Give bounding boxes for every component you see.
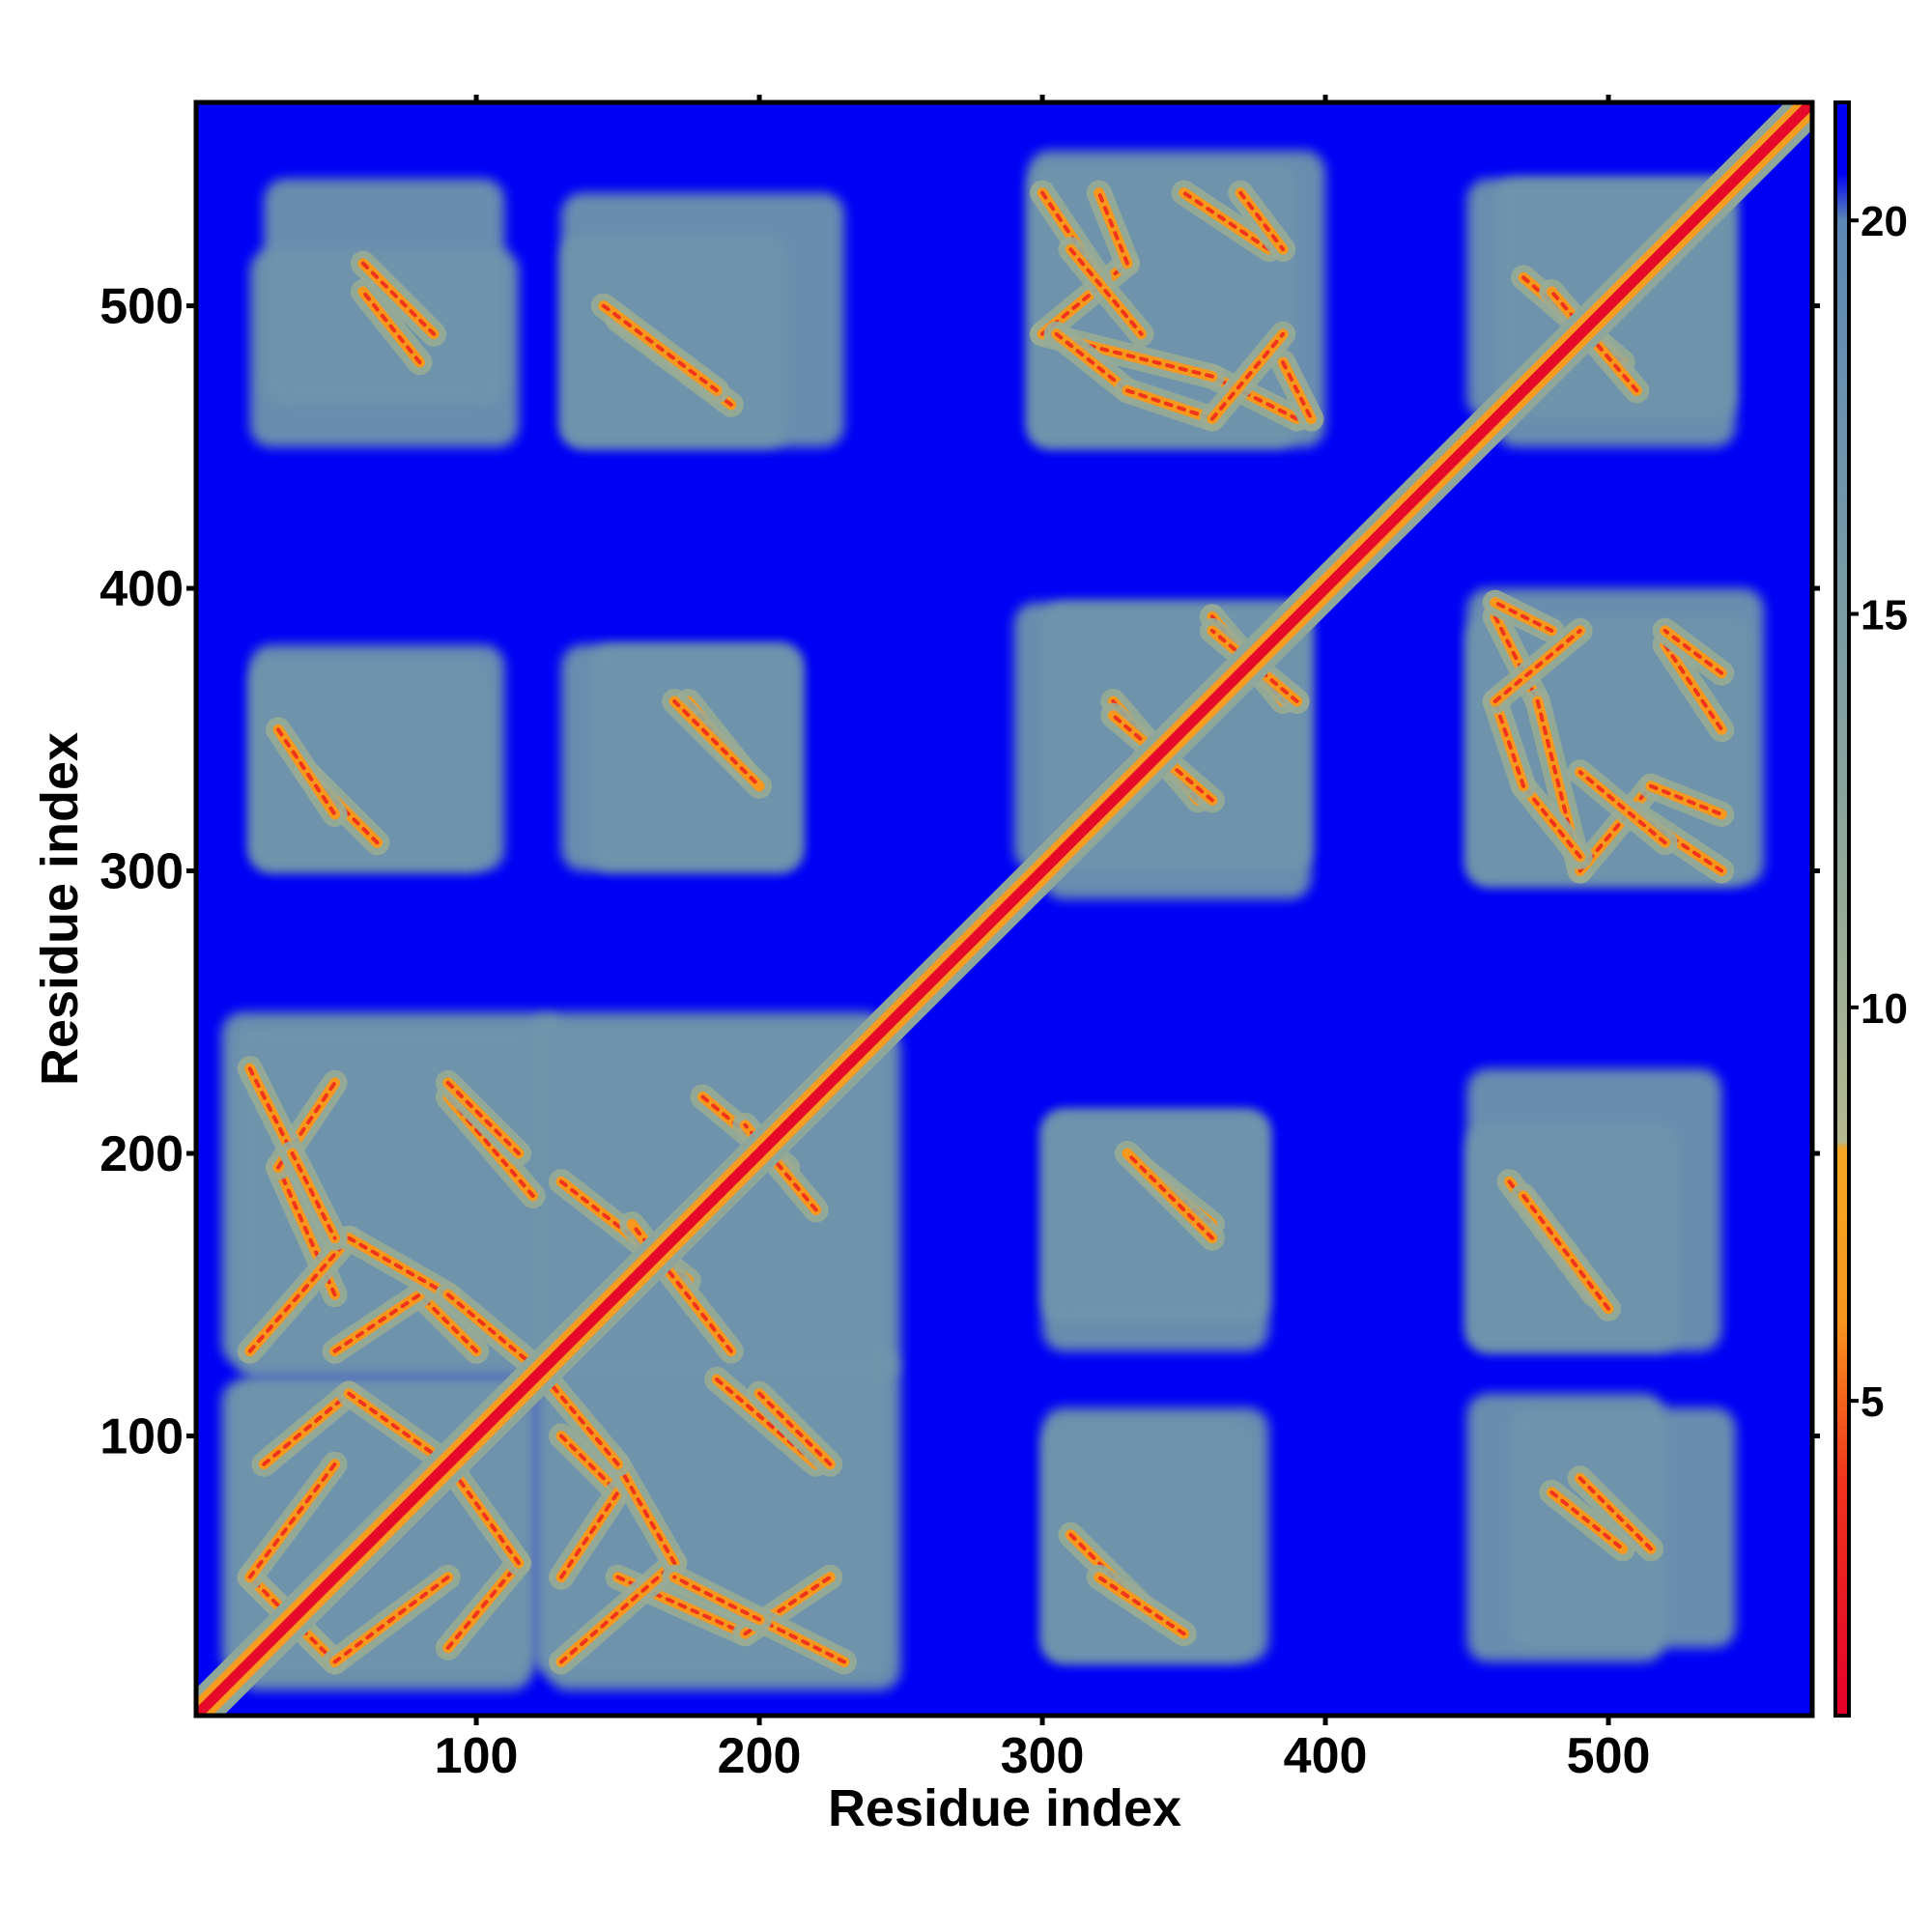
contact-band-core bbox=[445, 1293, 535, 1368]
x-tick-label: 100 bbox=[435, 1728, 519, 1784]
contact-band-core bbox=[1040, 331, 1214, 379]
colorbar-tick-label: 5 bbox=[1861, 1378, 1884, 1426]
x-tick-label: 300 bbox=[1001, 1728, 1085, 1784]
contact-band-core bbox=[360, 290, 422, 365]
y-tick-label: 200 bbox=[99, 1126, 184, 1182]
contact-band-core bbox=[332, 1575, 450, 1664]
contact-band-core bbox=[276, 1165, 337, 1297]
contact-band-core bbox=[1054, 331, 1129, 393]
contact-band-core bbox=[1125, 388, 1214, 421]
contact-band-core bbox=[1549, 290, 1639, 393]
y-tick-label: 400 bbox=[99, 561, 184, 617]
contact-band-core bbox=[1577, 1476, 1653, 1551]
colorbar-tick-label: 10 bbox=[1861, 985, 1908, 1033]
colorbar-frame bbox=[1833, 100, 1851, 1718]
contact-band-core bbox=[247, 1236, 352, 1353]
x-axis-ticks: 100 200 300 400 500 bbox=[435, 95, 1651, 1784]
contact-band-core bbox=[1281, 360, 1314, 421]
contact-band-core bbox=[262, 1391, 352, 1466]
contact-band-core bbox=[1492, 600, 1554, 633]
contact-band-core bbox=[1662, 642, 1724, 732]
contact-band-core bbox=[445, 1561, 521, 1650]
contact-band-core bbox=[1096, 190, 1129, 266]
contact-band-core bbox=[672, 1575, 762, 1622]
heatmap-area bbox=[193, 99, 1815, 1719]
contact-band-core bbox=[559, 1434, 620, 1494]
contact-band-core bbox=[1238, 190, 1286, 252]
colorbar-tick-label: 20 bbox=[1861, 198, 1908, 245]
contact-band-core bbox=[1492, 614, 1540, 703]
contact-band-core bbox=[1492, 699, 1526, 788]
diagonal-contacts bbox=[196, 102, 1812, 1716]
plot-frame bbox=[193, 99, 1815, 1719]
contact-band-core bbox=[445, 1462, 521, 1566]
colorbar-ticks: 5 10 15 20 bbox=[1849, 198, 1908, 1426]
y-axis-ticks: 100 200 300 400 500 bbox=[99, 279, 1820, 1464]
contact-band-core bbox=[743, 1122, 818, 1212]
contact-band-core bbox=[1521, 783, 1582, 859]
contact-band-core bbox=[1535, 699, 1582, 873]
x-tick-label: 500 bbox=[1567, 1728, 1651, 1784]
x-tick-label: 400 bbox=[1284, 1728, 1368, 1784]
contact-block bbox=[1042, 1407, 1269, 1662]
contact-band-core bbox=[545, 1378, 620, 1466]
x-axis-title: Residue index bbox=[828, 1779, 1181, 1837]
x-tick-label: 200 bbox=[718, 1728, 802, 1784]
contact-band-core bbox=[360, 261, 437, 336]
contact-band-core bbox=[559, 1490, 620, 1579]
contact-band-core bbox=[1111, 713, 1214, 803]
contact-block bbox=[561, 192, 844, 447]
y-tick-label: 100 bbox=[99, 1408, 184, 1464]
contact-band-core bbox=[1125, 1151, 1214, 1240]
contact-band-core bbox=[1649, 783, 1724, 816]
contact-band-core bbox=[615, 1462, 677, 1566]
contact-band-core bbox=[1209, 374, 1299, 421]
contact-band-core bbox=[1096, 1575, 1186, 1636]
contact-band-core bbox=[445, 1080, 521, 1155]
contact-block bbox=[249, 644, 505, 871]
contact-band-core bbox=[290, 1151, 337, 1240]
contact-band-core bbox=[559, 1561, 677, 1664]
colorbar: 5 10 15 20 bbox=[1833, 100, 1908, 1718]
contact-band-core bbox=[1662, 628, 1724, 675]
contact-band-core bbox=[757, 1617, 846, 1664]
contact-band-core bbox=[247, 1066, 295, 1155]
contact-band-core bbox=[332, 1293, 422, 1353]
contact-band-core bbox=[1068, 247, 1144, 336]
colorbar-tick-label: 15 bbox=[1861, 592, 1908, 639]
contact-block bbox=[589, 644, 802, 871]
contact-band-core bbox=[1209, 331, 1286, 421]
contact-band-core bbox=[1549, 1490, 1625, 1551]
contact-band-core bbox=[417, 1293, 479, 1353]
contact-band-core bbox=[1577, 770, 1667, 845]
contact-band-core bbox=[757, 1391, 833, 1466]
y-axis-title: Residue index bbox=[31, 732, 89, 1086]
colorbar-gradient bbox=[1835, 102, 1849, 1716]
y-tick-label: 500 bbox=[99, 279, 184, 335]
y-tick-label: 300 bbox=[99, 844, 184, 900]
contact-block bbox=[1042, 1111, 1269, 1323]
contact-band-core bbox=[1181, 190, 1271, 252]
contact-band-core bbox=[347, 1236, 450, 1297]
contact-band-core bbox=[1521, 1193, 1610, 1311]
contact-band-core bbox=[276, 727, 337, 816]
contact-band-core bbox=[347, 1391, 450, 1466]
contact-block bbox=[1466, 1068, 1722, 1351]
contact-band-core bbox=[247, 1462, 337, 1579]
diagonal-line bbox=[196, 102, 1812, 1716]
contact-band-core bbox=[615, 1575, 748, 1636]
contact-band-core bbox=[672, 699, 762, 788]
contact-band-core bbox=[601, 303, 720, 393]
contact-band-core bbox=[1492, 628, 1582, 703]
